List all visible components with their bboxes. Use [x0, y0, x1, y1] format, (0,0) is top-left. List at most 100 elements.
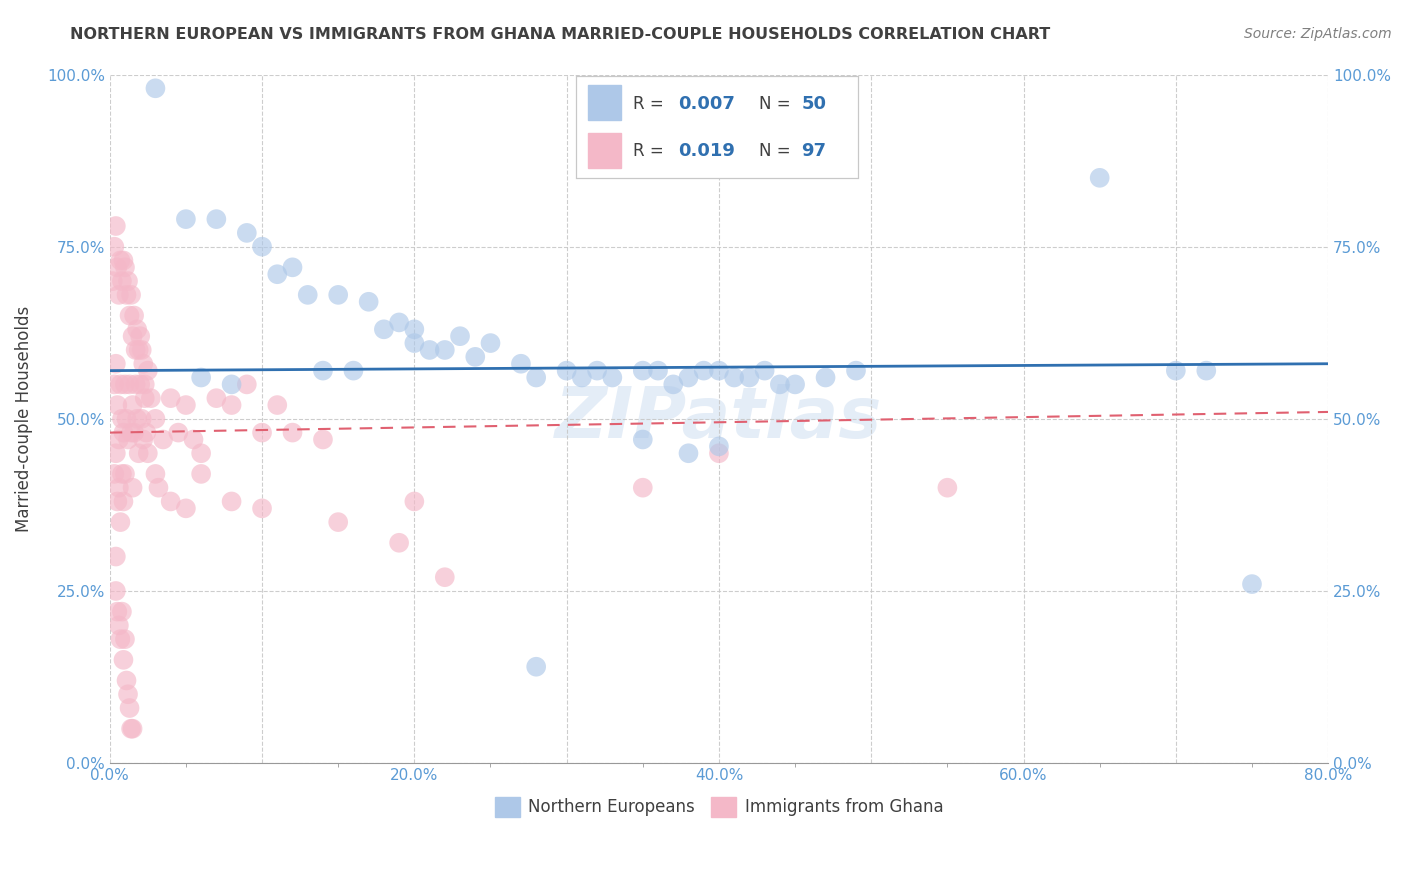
Point — [121, 398, 143, 412]
Point — [586, 363, 609, 377]
Point — [110, 515, 132, 529]
Point — [127, 322, 149, 336]
Point — [129, 377, 152, 392]
Point — [117, 274, 139, 288]
Point — [134, 377, 156, 392]
Point — [108, 288, 131, 302]
Point — [357, 294, 380, 309]
Text: R =: R = — [633, 95, 669, 112]
Point — [221, 398, 243, 412]
Point — [128, 343, 150, 357]
Point — [152, 433, 174, 447]
Point — [785, 377, 807, 392]
Point — [555, 363, 578, 377]
Point — [707, 446, 730, 460]
Point — [1240, 577, 1263, 591]
Point — [121, 722, 143, 736]
Point — [110, 377, 132, 392]
Point — [145, 412, 167, 426]
Point — [174, 398, 197, 412]
Point — [373, 322, 395, 336]
Point — [112, 253, 135, 268]
Point — [678, 446, 700, 460]
Point — [631, 433, 654, 447]
Point — [118, 701, 141, 715]
Point — [117, 433, 139, 447]
Point — [132, 433, 155, 447]
Point — [124, 343, 146, 357]
Point — [433, 570, 456, 584]
Point — [118, 377, 141, 392]
Point — [183, 433, 205, 447]
Point — [114, 467, 136, 481]
Point — [205, 391, 228, 405]
Text: ZIPatlas: ZIPatlas — [555, 384, 883, 453]
Point — [134, 391, 156, 405]
Point — [124, 377, 146, 392]
Point — [118, 309, 141, 323]
Point — [103, 377, 125, 392]
Point — [738, 370, 761, 384]
Point — [135, 425, 157, 440]
Point — [114, 377, 136, 392]
Point — [647, 363, 669, 377]
Point — [769, 377, 792, 392]
Point — [122, 309, 145, 323]
Point — [404, 322, 426, 336]
Point — [524, 659, 547, 673]
Point — [190, 446, 212, 460]
Y-axis label: Married-couple Households: Married-couple Households — [15, 306, 32, 532]
Point — [103, 240, 125, 254]
Point — [121, 329, 143, 343]
Point — [104, 446, 127, 460]
Point — [105, 260, 128, 275]
Point — [108, 433, 131, 447]
Point — [145, 81, 167, 95]
Point — [145, 467, 167, 481]
Text: 50: 50 — [801, 95, 827, 112]
Point — [419, 343, 441, 357]
Point — [136, 446, 159, 460]
Point — [707, 363, 730, 377]
Text: 0.019: 0.019 — [678, 142, 734, 160]
Text: N =: N = — [759, 95, 796, 112]
Text: 97: 97 — [801, 142, 827, 160]
Point — [328, 288, 350, 302]
Point — [132, 357, 155, 371]
Point — [112, 425, 135, 440]
Point — [110, 253, 132, 268]
Point — [510, 357, 533, 371]
Point — [236, 226, 259, 240]
Text: Source: ZipAtlas.com: Source: ZipAtlas.com — [1244, 27, 1392, 41]
Point — [449, 329, 471, 343]
Point — [120, 722, 142, 736]
Point — [1088, 170, 1111, 185]
Point — [105, 605, 128, 619]
Point — [103, 467, 125, 481]
Point — [105, 494, 128, 508]
Point — [433, 343, 456, 357]
Point — [111, 274, 134, 288]
Text: 0.007: 0.007 — [678, 95, 734, 112]
Point — [754, 363, 776, 377]
Point — [110, 632, 132, 647]
Point — [127, 412, 149, 426]
Point — [693, 363, 716, 377]
Point — [571, 370, 593, 384]
Point — [631, 363, 654, 377]
Point — [388, 315, 411, 329]
Point — [112, 653, 135, 667]
Point — [404, 494, 426, 508]
Point — [342, 363, 364, 377]
Point — [111, 467, 134, 481]
Point — [814, 370, 837, 384]
Point — [174, 501, 197, 516]
Point — [236, 377, 259, 392]
Point — [101, 274, 124, 288]
Point — [111, 412, 134, 426]
Point — [250, 425, 273, 440]
Text: R =: R = — [633, 142, 669, 160]
Point — [205, 212, 228, 227]
Point — [404, 336, 426, 351]
Point — [388, 535, 411, 549]
